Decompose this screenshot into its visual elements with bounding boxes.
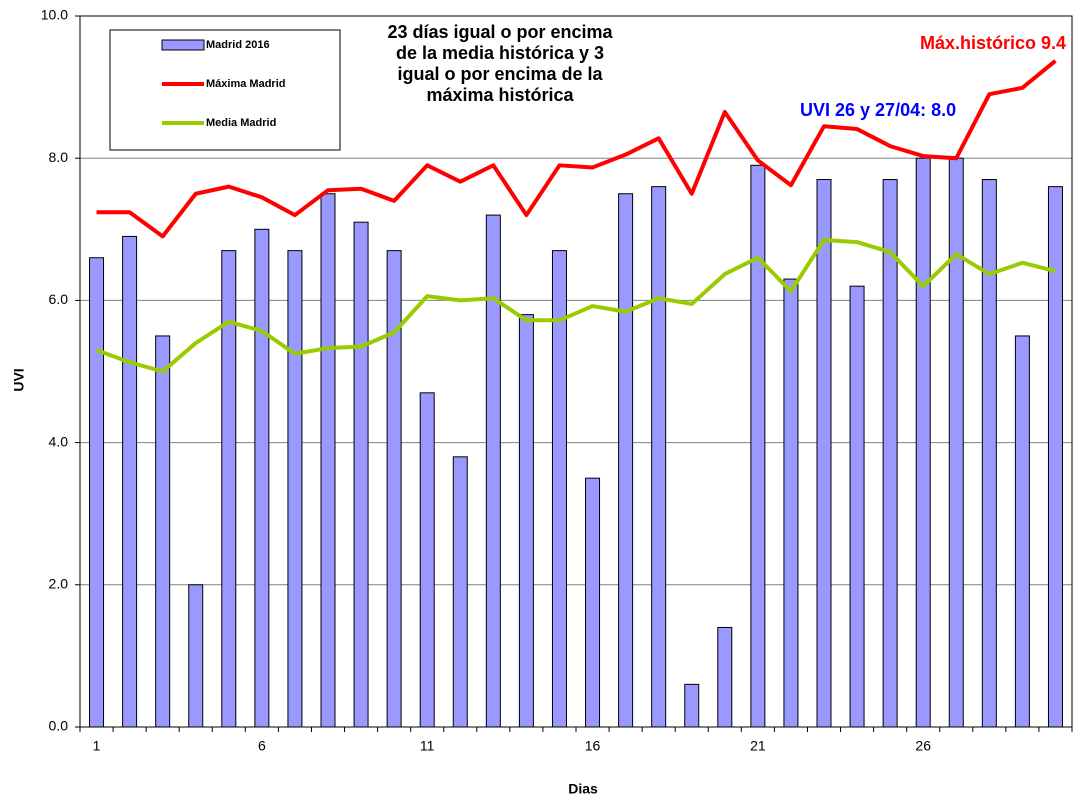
bar — [551, 250, 567, 728]
bar — [585, 477, 601, 728]
x-tick-label: 16 — [585, 738, 601, 754]
legend-box — [109, 29, 341, 151]
bar — [452, 456, 468, 728]
x-tick-label: 11 — [420, 738, 435, 754]
bar — [783, 278, 799, 728]
x-tick-label: 1 — [93, 738, 101, 754]
y-tick-label: 4.0 — [49, 433, 69, 449]
bar — [320, 193, 336, 728]
y-tick-label: 6.0 — [49, 291, 69, 307]
bar — [882, 179, 898, 728]
bar — [122, 235, 138, 728]
bar — [1014, 335, 1030, 728]
bar — [419, 392, 435, 728]
x-tick-label: 6 — [258, 738, 266, 754]
bar — [221, 250, 237, 728]
x-tick-label: 21 — [750, 738, 766, 754]
bar — [254, 228, 270, 728]
legend-label: Media Madrid — [206, 117, 276, 129]
y-tick-label: 2.0 — [49, 576, 69, 592]
x-tick-label: 26 — [915, 738, 931, 754]
bar — [618, 193, 634, 728]
bar — [915, 157, 931, 728]
bar — [948, 157, 964, 728]
bar — [518, 314, 534, 728]
bar — [981, 179, 997, 728]
y-tick-label: 8.0 — [49, 149, 69, 165]
bar — [750, 164, 766, 728]
bar — [188, 584, 204, 728]
annotation: Máx.histórico 9.4 — [920, 33, 1067, 53]
bar — [485, 214, 501, 728]
bar — [155, 335, 171, 728]
y-tick-label: 10.0 — [41, 7, 68, 23]
y-axis-title: UVI — [11, 368, 27, 391]
bar — [816, 179, 832, 728]
line — [96, 59, 1057, 239]
bar — [1047, 186, 1063, 728]
bar — [353, 221, 369, 728]
bar — [849, 285, 865, 728]
line — [95, 237, 1056, 374]
legend-label: Madrid 2016 — [206, 39, 270, 51]
bar — [684, 683, 700, 728]
legend-swatch — [161, 39, 205, 51]
bar — [386, 250, 402, 728]
bar — [89, 257, 105, 728]
y-tick-label: 0.0 — [49, 718, 69, 734]
annotation: 23 días igual o por encima de la media h… — [387, 22, 613, 105]
x-axis-title: Dias — [568, 781, 598, 797]
legend-label: Máxima Madrid — [206, 78, 285, 90]
bar — [651, 186, 667, 728]
annotation: UVI 26 y 27/04: 8.0 — [800, 100, 957, 120]
bar — [287, 250, 303, 728]
bar — [717, 626, 733, 728]
